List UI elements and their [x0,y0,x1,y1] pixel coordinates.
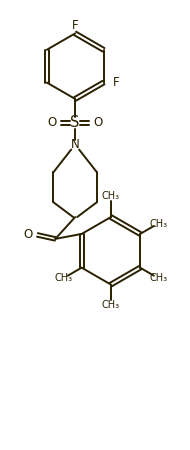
Text: O: O [93,116,103,129]
Text: CH₃: CH₃ [102,301,120,310]
Text: CH₃: CH₃ [149,273,167,283]
Text: S: S [70,115,80,130]
Text: N: N [71,138,80,151]
Text: F: F [72,19,78,32]
Text: CH₃: CH₃ [102,191,120,201]
Text: O: O [24,229,33,242]
Text: F: F [113,76,120,89]
Text: O: O [48,116,57,129]
Text: CH₃: CH₃ [149,219,167,229]
Text: CH₃: CH₃ [55,273,73,283]
